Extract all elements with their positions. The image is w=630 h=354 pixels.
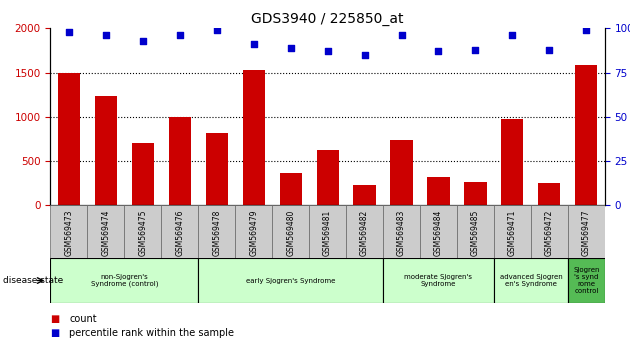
Text: GSM569485: GSM569485 xyxy=(471,210,480,256)
Bar xyxy=(531,205,568,258)
Text: GSM569480: GSM569480 xyxy=(286,210,295,256)
Bar xyxy=(420,205,457,258)
Text: GSM569471: GSM569471 xyxy=(508,210,517,256)
Point xyxy=(175,33,185,38)
Bar xyxy=(383,258,494,303)
Bar xyxy=(309,205,346,258)
Point xyxy=(471,47,481,52)
Bar xyxy=(346,205,383,258)
Point xyxy=(64,29,74,35)
Point xyxy=(285,45,295,51)
Point xyxy=(396,33,406,38)
Point xyxy=(101,33,111,38)
Bar xyxy=(235,205,272,258)
Text: GSM569484: GSM569484 xyxy=(434,210,443,256)
Bar xyxy=(494,205,531,258)
Bar xyxy=(205,133,228,205)
Point xyxy=(544,47,554,52)
Bar xyxy=(198,258,383,303)
Bar xyxy=(198,205,235,258)
Bar xyxy=(50,258,198,303)
Bar xyxy=(538,183,561,205)
Bar xyxy=(353,184,375,205)
Text: GSM569473: GSM569473 xyxy=(64,210,73,256)
Text: GSM569479: GSM569479 xyxy=(249,210,258,256)
Text: count: count xyxy=(69,314,97,324)
Text: GSM569474: GSM569474 xyxy=(101,210,110,256)
Text: moderate Sjogren's
Syndrome: moderate Sjogren's Syndrome xyxy=(404,274,472,287)
Point xyxy=(507,33,517,38)
Bar xyxy=(464,182,486,205)
Text: percentile rank within the sample: percentile rank within the sample xyxy=(69,328,234,338)
Bar xyxy=(124,205,161,258)
Text: Sjogren
's synd
rome
control: Sjogren 's synd rome control xyxy=(573,267,600,294)
Point xyxy=(323,48,333,54)
Text: advanced Sjogren
en's Syndrome: advanced Sjogren en's Syndrome xyxy=(500,274,562,287)
Bar xyxy=(391,140,413,205)
Bar xyxy=(575,65,597,205)
Bar xyxy=(501,120,524,205)
Text: early Sjogren's Syndrome: early Sjogren's Syndrome xyxy=(246,278,335,284)
Bar xyxy=(132,143,154,205)
Point xyxy=(212,27,222,33)
Point xyxy=(249,41,259,47)
Text: GSM569476: GSM569476 xyxy=(175,210,184,256)
Bar xyxy=(383,205,420,258)
Point xyxy=(581,27,592,33)
Point xyxy=(138,38,148,44)
Bar xyxy=(58,74,80,205)
Text: GSM569478: GSM569478 xyxy=(212,210,221,256)
Text: GSM569482: GSM569482 xyxy=(360,210,369,256)
Bar xyxy=(280,173,302,205)
Bar xyxy=(50,205,88,258)
Text: ■: ■ xyxy=(50,314,60,324)
Bar xyxy=(94,97,117,205)
Title: GDS3940 / 225850_at: GDS3940 / 225850_at xyxy=(251,12,404,26)
Text: ■: ■ xyxy=(50,328,60,338)
Bar xyxy=(457,205,494,258)
Bar xyxy=(272,205,309,258)
Bar xyxy=(161,205,198,258)
Bar xyxy=(243,70,265,205)
Point xyxy=(360,52,370,58)
Text: GSM569475: GSM569475 xyxy=(139,210,147,256)
Bar xyxy=(568,205,605,258)
Bar xyxy=(494,258,568,303)
Bar xyxy=(88,205,124,258)
Text: GSM569481: GSM569481 xyxy=(323,210,332,256)
Text: non-Sjogren's
Syndrome (control): non-Sjogren's Syndrome (control) xyxy=(91,274,158,287)
Text: GSM569472: GSM569472 xyxy=(545,210,554,256)
Text: GSM569477: GSM569477 xyxy=(582,210,591,256)
Bar xyxy=(427,177,450,205)
Bar xyxy=(316,150,339,205)
Bar xyxy=(568,258,605,303)
Text: GSM569483: GSM569483 xyxy=(397,210,406,256)
Text: disease state: disease state xyxy=(3,276,64,285)
Bar xyxy=(169,117,191,205)
Point xyxy=(433,48,444,54)
